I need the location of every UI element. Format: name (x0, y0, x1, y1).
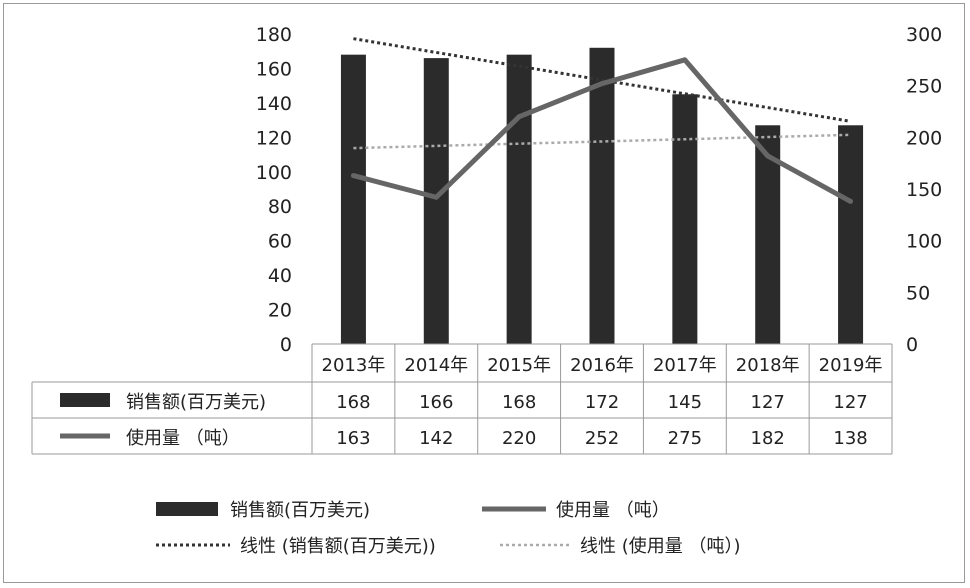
y-right-tick-label: 50 (906, 282, 930, 304)
x-tick-label: 2014年 (404, 355, 468, 376)
data-label: 182 (751, 428, 785, 449)
trendline-usage (353, 133, 851, 150)
x-tick-label: 2019年 (819, 355, 883, 376)
legend-label: 使用量 （吨） (556, 500, 670, 521)
y-right-tick-label: 300 (906, 24, 942, 46)
x-tick-label: 2013年 (322, 355, 386, 376)
bar (838, 125, 864, 345)
y-right-tick-label: 200 (906, 127, 942, 149)
y-right-tick-label: 150 (906, 179, 942, 201)
y-left-tick-label: 120 (256, 127, 292, 149)
bar (506, 54, 532, 345)
x-tick-label: 2015年 (487, 355, 551, 376)
legend-key-sales (156, 502, 218, 516)
table-key-sales (60, 393, 110, 407)
data-label: 166 (419, 392, 453, 413)
bar (340, 54, 366, 345)
x-tick-label: 2017年 (653, 355, 717, 376)
bar (672, 94, 698, 345)
bar (423, 58, 449, 344)
data-label: 168 (502, 392, 536, 413)
data-label: 252 (585, 428, 619, 449)
y-left-tick-label: 40 (268, 265, 292, 287)
y-left-tick-label: 80 (268, 196, 292, 218)
x-tick-label: 2018年 (736, 355, 800, 376)
line-point (599, 81, 605, 87)
data-label: 127 (751, 392, 785, 413)
line-point (433, 194, 439, 200)
table-row-label: 使用量 （吨） (126, 428, 240, 449)
line-point (765, 153, 771, 159)
data-label: 163 (336, 428, 370, 449)
y-left-tick-label: 20 (268, 300, 292, 322)
legend-label: 销售额(百万美元) (230, 500, 370, 521)
y-right-tick-label: 100 (906, 231, 942, 253)
data-label: 142 (419, 428, 453, 449)
line-point (350, 173, 356, 179)
y-left-tick-label: 140 (256, 93, 292, 115)
line-point (848, 198, 854, 204)
legend-label: 线性 (使用量 （吨）) (580, 536, 741, 557)
y-right-tick-label: 250 (906, 76, 942, 98)
y-right-tick-label: 0 (906, 334, 918, 356)
bar (589, 47, 615, 345)
y-left-tick-label: 60 (268, 231, 292, 253)
legend-label: 线性 (销售额(百万美元)) (240, 536, 436, 557)
combo-chart: 0 20 40 60 80 100 120 140 160 180 0 50 100 150 200 250 3… (31, 24, 942, 557)
data-label: 127 (833, 392, 867, 413)
table-row-label: 销售额(百万美元) (126, 392, 266, 413)
x-tick-label: 2016年 (570, 355, 634, 376)
y-left-tick-label: 0 (280, 334, 292, 356)
line-point (516, 114, 522, 120)
data-label: 172 (585, 392, 619, 413)
y-left-tick-label: 100 (256, 162, 292, 184)
y-left-tick-label: 180 (256, 24, 292, 46)
data-label: 138 (833, 428, 867, 449)
data-label: 220 (502, 428, 536, 449)
data-label: 275 (668, 428, 702, 449)
data-label: 168 (336, 392, 370, 413)
data-label: 145 (668, 392, 702, 413)
line-point (682, 57, 688, 63)
y-left-tick-label: 160 (256, 58, 292, 80)
chart-frame: 0 20 40 60 80 100 120 140 160 180 0 50 100 150 200 250 3… (3, 3, 965, 583)
